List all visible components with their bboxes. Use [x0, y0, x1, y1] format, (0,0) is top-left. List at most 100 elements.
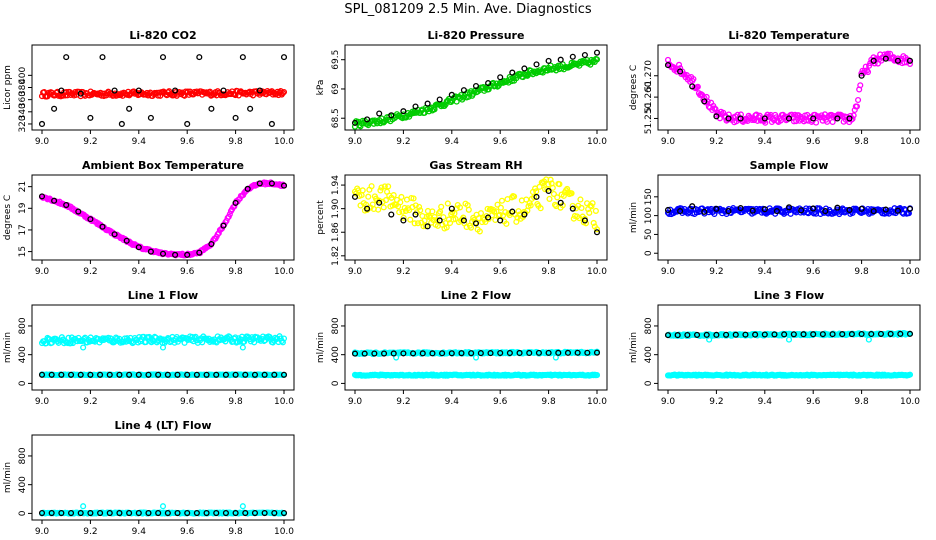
data-point	[65, 334, 72, 341]
data-point	[58, 87, 65, 94]
y-tick-label: 400	[331, 346, 341, 363]
chart-3: Ambient Box Temperature 9.0 9.2 9.4 9.6 9.8 10…	[3, 159, 295, 277]
data-point	[440, 214, 447, 221]
data-point	[569, 205, 576, 212]
data-point	[664, 206, 672, 214]
data-point	[126, 371, 133, 378]
data-point	[564, 349, 572, 356]
data-point	[97, 371, 104, 378]
data-point	[578, 204, 585, 212]
data-point	[154, 92, 162, 99]
data-point	[38, 371, 46, 378]
data-point	[894, 57, 901, 64]
plot-frame	[657, 304, 921, 391]
data-point	[556, 181, 563, 188]
data-point	[545, 349, 552, 356]
data-point	[376, 110, 383, 117]
x-tick-label: 9.4	[132, 137, 147, 147]
plot-frame	[344, 174, 608, 261]
data-point	[357, 123, 364, 130]
data-point	[785, 115, 793, 122]
chart-title: Line 3 Flow	[754, 289, 824, 302]
data-point	[118, 120, 125, 128]
chart-title: Li-820 CO2	[129, 29, 196, 42]
data-point	[63, 202, 70, 209]
data-point	[126, 105, 133, 112]
data-point	[261, 371, 268, 378]
data-point	[690, 75, 697, 83]
data-point	[588, 203, 595, 210]
chart-1: Li-820 Pressure 9.0 9.2 9.4 9.6 9.8 10.0 68.5 69…	[316, 29, 608, 147]
data-point	[159, 250, 167, 257]
data-point	[864, 68, 872, 76]
series-outliers	[80, 503, 246, 510]
plot-frame	[31, 304, 295, 391]
plot-area	[38, 54, 288, 128]
data-point	[106, 509, 113, 517]
data-point	[848, 331, 855, 338]
data-point	[436, 96, 443, 103]
data-point	[123, 237, 130, 244]
data-point	[509, 208, 516, 215]
data-point	[429, 350, 436, 357]
data-point	[222, 509, 229, 517]
data-point	[184, 371, 191, 378]
data-point	[397, 199, 404, 206]
data-point	[385, 183, 392, 190]
plot-area	[664, 50, 914, 126]
chart-5: Sample Flow 9.0 9.2 9.4 9.6 9.8 10.0 0 50 100 150 m…	[629, 159, 921, 277]
data-point	[261, 509, 268, 517]
y-axis-label: ml/min	[3, 332, 13, 363]
x-tick-label: 9.6	[806, 267, 821, 277]
data-point	[550, 190, 557, 198]
data-point	[412, 211, 419, 218]
data-point	[547, 176, 554, 183]
data-point	[737, 115, 744, 122]
plot-area	[38, 503, 288, 517]
data-point	[184, 251, 191, 258]
chart-8: Line 3 Flow 9.0 9.2 9.4 9.6 9.8 10.0 0 400 800 ml/…	[629, 289, 921, 407]
data-point	[226, 211, 233, 218]
data-point	[396, 209, 403, 216]
data-point	[280, 371, 288, 378]
data-point	[677, 68, 684, 75]
data-point	[376, 199, 383, 206]
y-tick-label: 69	[331, 83, 341, 95]
data-point	[516, 349, 523, 357]
data-point	[48, 509, 55, 517]
data-point	[369, 117, 376, 124]
x-tick-label: 9.0	[661, 397, 676, 407]
data-point	[858, 72, 865, 79]
data-point	[378, 184, 385, 191]
data-point	[48, 371, 55, 378]
series-averages	[664, 203, 914, 215]
x-tick-label: 9.6	[180, 397, 195, 407]
data-point	[368, 183, 375, 190]
x-tick-label: 9.2	[83, 267, 97, 277]
y-tick-label: 800	[644, 317, 654, 334]
data-point	[135, 371, 142, 378]
data-point	[788, 111, 795, 118]
data-point	[560, 192, 567, 199]
data-point	[406, 207, 413, 214]
data-point	[521, 211, 528, 218]
data-point	[400, 350, 407, 357]
data-point	[477, 350, 484, 357]
data-point	[232, 509, 239, 517]
data-point	[485, 214, 492, 221]
data-point	[810, 115, 817, 122]
data-point	[557, 56, 564, 63]
data-point	[172, 251, 179, 258]
data-point	[767, 207, 774, 214]
data-point	[116, 371, 123, 378]
data-point	[858, 205, 865, 212]
data-point	[451, 210, 458, 217]
data-point	[813, 119, 820, 126]
data-point	[456, 204, 464, 211]
data-point	[703, 331, 710, 338]
data-point	[790, 118, 798, 125]
plot-area	[38, 333, 288, 379]
data-point	[58, 509, 65, 517]
data-point	[380, 350, 388, 357]
data-point	[701, 98, 708, 105]
